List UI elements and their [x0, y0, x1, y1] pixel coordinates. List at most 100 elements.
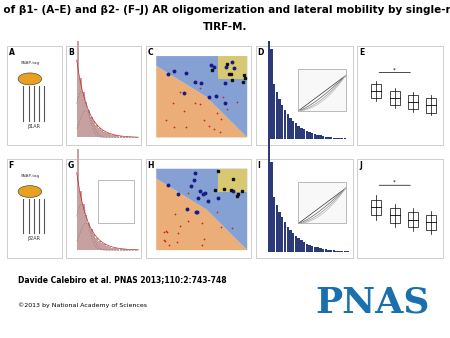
Polygon shape	[156, 56, 247, 138]
Text: SNAP-tag: SNAP-tag	[20, 61, 40, 65]
Bar	[335, 138, 338, 140]
Bar	[267, 86, 270, 252]
Bar	[122, 249, 125, 250]
Bar	[98, 128, 101, 138]
Bar	[327, 250, 330, 252]
Text: β2AR: β2AR	[28, 236, 41, 241]
Bar	[284, 110, 286, 140]
Bar	[114, 248, 117, 250]
Bar	[98, 241, 101, 250]
Bar	[357, 46, 443, 145]
Bar	[82, 204, 85, 250]
Bar	[109, 134, 111, 138]
Bar	[371, 199, 381, 215]
Bar	[109, 247, 111, 250]
Text: A: A	[9, 48, 14, 57]
Bar	[300, 240, 302, 252]
Text: PNAS: PNAS	[315, 286, 429, 320]
Bar	[324, 137, 327, 140]
Text: H: H	[148, 161, 154, 170]
Bar	[273, 84, 275, 140]
Bar	[316, 135, 319, 140]
Bar	[106, 133, 108, 138]
Bar	[390, 91, 400, 105]
Text: *: *	[393, 67, 396, 72]
Bar	[120, 249, 122, 250]
Bar	[104, 132, 106, 138]
Bar	[66, 46, 141, 145]
Bar	[117, 248, 119, 250]
Circle shape	[18, 73, 42, 85]
Bar	[120, 136, 122, 138]
Bar	[112, 247, 114, 250]
Bar	[77, 149, 79, 250]
Bar	[327, 137, 330, 140]
Bar	[87, 223, 90, 250]
Bar	[273, 197, 275, 252]
Bar	[276, 205, 278, 252]
Bar	[114, 136, 117, 138]
Text: I: I	[258, 161, 261, 170]
Bar	[79, 78, 82, 138]
Bar	[93, 234, 95, 250]
Bar	[95, 125, 98, 138]
Bar	[279, 99, 281, 140]
Bar	[341, 251, 343, 252]
Bar	[87, 110, 90, 138]
Bar	[426, 215, 436, 230]
Bar	[66, 159, 141, 258]
Bar	[297, 126, 300, 140]
Bar	[130, 137, 133, 138]
Bar	[270, 49, 273, 140]
Bar	[298, 182, 346, 223]
Text: β1AR: β1AR	[28, 123, 41, 128]
Bar	[104, 244, 106, 250]
Bar	[146, 46, 252, 145]
Bar	[346, 251, 349, 252]
Bar	[125, 249, 127, 250]
Circle shape	[18, 186, 42, 197]
Text: Analysis of β1- (A–E) and β2- (F–J) AR oligomerization and lateral mobility by s: Analysis of β1- (A–E) and β2- (F–J) AR o…	[0, 5, 450, 15]
Bar	[125, 137, 127, 138]
Bar	[408, 95, 418, 109]
Bar	[85, 215, 87, 250]
Bar	[270, 162, 273, 252]
Bar	[311, 246, 313, 252]
Bar	[256, 159, 353, 258]
Bar	[298, 69, 346, 111]
Bar	[127, 249, 130, 250]
Polygon shape	[156, 169, 247, 250]
Bar	[338, 138, 341, 140]
Bar	[314, 247, 316, 252]
Bar	[341, 138, 343, 140]
Bar	[79, 191, 82, 250]
Bar	[330, 137, 333, 140]
Bar	[346, 139, 349, 140]
Bar	[322, 136, 324, 140]
Text: C: C	[148, 48, 153, 57]
Bar	[408, 212, 418, 227]
Bar	[335, 250, 338, 252]
Bar	[85, 102, 87, 138]
Bar	[112, 135, 114, 138]
Bar	[319, 248, 321, 252]
Bar	[101, 243, 103, 250]
Text: Davide Calebiro et al. PNAS 2013;110:2:743-748: Davide Calebiro et al. PNAS 2013;110:2:7…	[18, 275, 227, 285]
Bar	[106, 246, 108, 250]
Bar	[306, 131, 308, 140]
Bar	[146, 159, 252, 258]
Bar	[279, 212, 281, 252]
Bar	[267, 0, 270, 140]
Bar	[333, 250, 335, 252]
Bar	[371, 84, 381, 98]
Polygon shape	[156, 66, 247, 138]
Bar	[308, 132, 310, 140]
Bar	[7, 46, 62, 145]
Polygon shape	[156, 178, 247, 250]
Bar	[122, 137, 125, 138]
Bar	[292, 234, 294, 252]
Polygon shape	[218, 56, 247, 79]
Text: G: G	[68, 161, 74, 170]
Bar	[93, 121, 95, 138]
Bar	[281, 217, 284, 252]
